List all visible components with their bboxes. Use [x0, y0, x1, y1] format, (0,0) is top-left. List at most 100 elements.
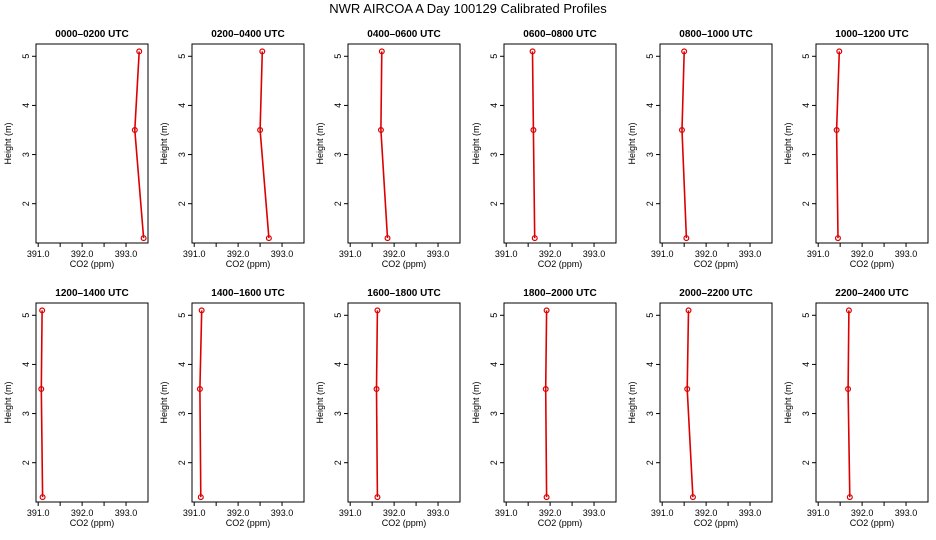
panel-title: 2200–2400 UTC	[835, 288, 908, 299]
data-point	[689, 494, 696, 501]
plot-frame	[659, 43, 773, 244]
data-point	[384, 235, 391, 242]
y-axis-label: Height (m)	[627, 381, 637, 423]
y-tick-label: 3	[333, 411, 343, 416]
data-point	[374, 307, 381, 314]
x-axis-label: CO2 (ppm)	[226, 259, 271, 269]
data-point	[197, 494, 204, 501]
x-tick-label: 393.0	[583, 249, 606, 259]
data-point	[378, 48, 385, 55]
y-tick-label: 3	[21, 152, 31, 157]
y-tick-label: 3	[21, 411, 31, 416]
y-tick-label: 2	[489, 201, 499, 206]
x-tick-label: 391.0	[183, 508, 206, 518]
y-tick-label: 2	[177, 201, 187, 206]
profile-line	[681, 51, 688, 239]
data-point	[836, 48, 843, 55]
x-axis-label: CO2 (ppm)	[694, 259, 739, 269]
y-tick-label: 3	[489, 152, 499, 157]
y-tick-label: 3	[645, 152, 655, 157]
y-tick-label: 4	[645, 362, 655, 367]
y-axis-label: Height (m)	[471, 122, 481, 164]
x-tick-label: 392.0	[539, 249, 562, 259]
profile-line	[686, 310, 694, 498]
data-point	[140, 235, 147, 242]
x-tick-label: 392.0	[539, 508, 562, 518]
x-tick-label: 391.0	[183, 249, 206, 259]
data-point	[683, 235, 690, 242]
panel-title: 1000–1200 UTC	[835, 29, 908, 40]
data-point	[529, 48, 536, 55]
y-axis-label: Height (m)	[627, 122, 637, 164]
x-tick-label: 392.0	[383, 508, 406, 518]
plot-frame	[815, 302, 929, 503]
y-axis-label: Height (m)	[3, 381, 13, 423]
data-point	[834, 235, 841, 242]
data-point	[681, 48, 688, 55]
data-point	[845, 307, 852, 314]
x-tick-label: 392.0	[851, 508, 874, 518]
y-tick-label: 2	[21, 201, 31, 206]
panel-title: 1200–1400 UTC	[55, 288, 128, 299]
x-tick-label: 391.0	[27, 508, 50, 518]
y-tick-label: 4	[333, 103, 343, 108]
y-axis-label: Height (m)	[315, 122, 325, 164]
profile-line	[133, 51, 145, 239]
x-tick-label: 393.0	[271, 249, 294, 259]
data-point	[530, 126, 537, 133]
y-axis-label: Height (m)	[159, 381, 169, 423]
y-axis-label: Height (m)	[471, 381, 481, 423]
x-tick-label: 392.0	[851, 249, 874, 259]
data-point	[257, 126, 264, 133]
y-tick-label: 4	[21, 362, 31, 367]
y-tick-label: 3	[177, 152, 187, 157]
panel-title: 2000–2200 UTC	[679, 288, 752, 299]
x-tick-label: 391.0	[339, 508, 362, 518]
panel-title: 1800–2000 UTC	[523, 288, 596, 299]
x-tick-label: 393.0	[739, 508, 762, 518]
y-tick-label: 3	[489, 411, 499, 416]
y-axis-label: Height (m)	[783, 381, 793, 423]
plot-frame	[191, 302, 305, 503]
plot-frame	[191, 43, 305, 244]
x-tick-label: 392.0	[227, 508, 250, 518]
profile-line	[380, 51, 389, 239]
y-tick-label: 2	[177, 460, 187, 465]
data-point	[39, 494, 46, 501]
data-point	[846, 494, 853, 501]
panel-title: 0000–0200 UTC	[55, 29, 128, 40]
x-axis-label: CO2 (ppm)	[538, 259, 583, 269]
y-tick-label: 5	[333, 54, 343, 59]
plot-frame	[503, 302, 617, 503]
x-tick-label: 391.0	[495, 249, 518, 259]
data-point	[131, 126, 138, 133]
y-tick-label: 3	[645, 411, 655, 416]
data-point	[374, 494, 381, 501]
x-axis-label: CO2 (ppm)	[226, 518, 271, 528]
y-tick-label: 5	[333, 313, 343, 318]
y-tick-label: 5	[489, 313, 499, 318]
data-point	[39, 307, 46, 314]
y-axis-label: Height (m)	[783, 122, 793, 164]
plot-frame	[347, 43, 461, 244]
panel-title: 0400–0600 UTC	[367, 29, 440, 40]
y-tick-label: 5	[21, 54, 31, 59]
y-tick-label: 2	[801, 201, 811, 206]
profile-line	[199, 310, 203, 498]
plot-frame	[815, 43, 929, 244]
y-tick-label: 4	[645, 103, 655, 108]
data-point	[377, 126, 384, 133]
y-tick-label: 5	[645, 313, 655, 318]
x-tick-label: 391.0	[27, 249, 50, 259]
x-tick-label: 393.0	[583, 508, 606, 518]
y-tick-label: 2	[333, 201, 343, 206]
y-tick-label: 2	[645, 201, 655, 206]
y-tick-label: 4	[801, 362, 811, 367]
x-tick-label: 393.0	[427, 508, 450, 518]
y-tick-label: 2	[333, 460, 343, 465]
y-axis-label: Height (m)	[159, 122, 169, 164]
y-axis-label: Height (m)	[315, 381, 325, 423]
data-point	[543, 494, 550, 501]
y-tick-label: 4	[21, 103, 31, 108]
